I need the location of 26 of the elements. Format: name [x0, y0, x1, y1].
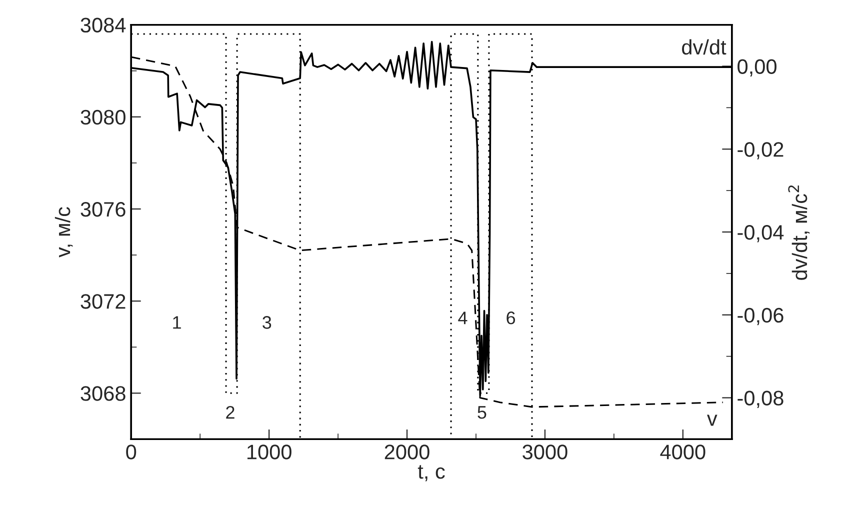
y2-tick-label: 0,00	[738, 59, 776, 76]
annotation: 2	[226, 406, 234, 419]
y-tick-label: 3068	[80, 386, 126, 401]
x-tick-label: 2000	[384, 444, 430, 460]
y-axis-title: v, м/с	[54, 207, 73, 258]
x-tick-label: 4000	[660, 444, 706, 460]
y2-axis-title: dv/dt, м/с$^{2}$	[788, 185, 810, 280]
y2-tick-label: -0,04	[738, 225, 784, 242]
series-label: v	[707, 414, 718, 426]
y2-tick-label: -0,08	[738, 390, 784, 408]
y2-tick-label: -0,06	[738, 308, 784, 326]
x-tick-label: 1000	[247, 444, 292, 460]
series-label: dv/dt	[682, 39, 726, 55]
y-tick-label: 3076	[80, 202, 126, 217]
annotation: 5	[478, 406, 486, 419]
annotation: 4	[458, 312, 468, 324]
x-axis-title: t, с	[418, 465, 445, 482]
x-tick-label: 3000	[522, 444, 568, 460]
y2-tick-label: -0,02	[738, 142, 784, 160]
y-tick-label: 3084	[80, 18, 126, 33]
annotation: 6	[506, 312, 516, 324]
y-tick-label: 3072	[80, 294, 126, 309]
annotation: 1	[173, 316, 181, 329]
x-tick-label: 0	[126, 444, 136, 460]
annotation: 3	[262, 316, 272, 329]
y-tick-label: 3080	[80, 110, 126, 125]
